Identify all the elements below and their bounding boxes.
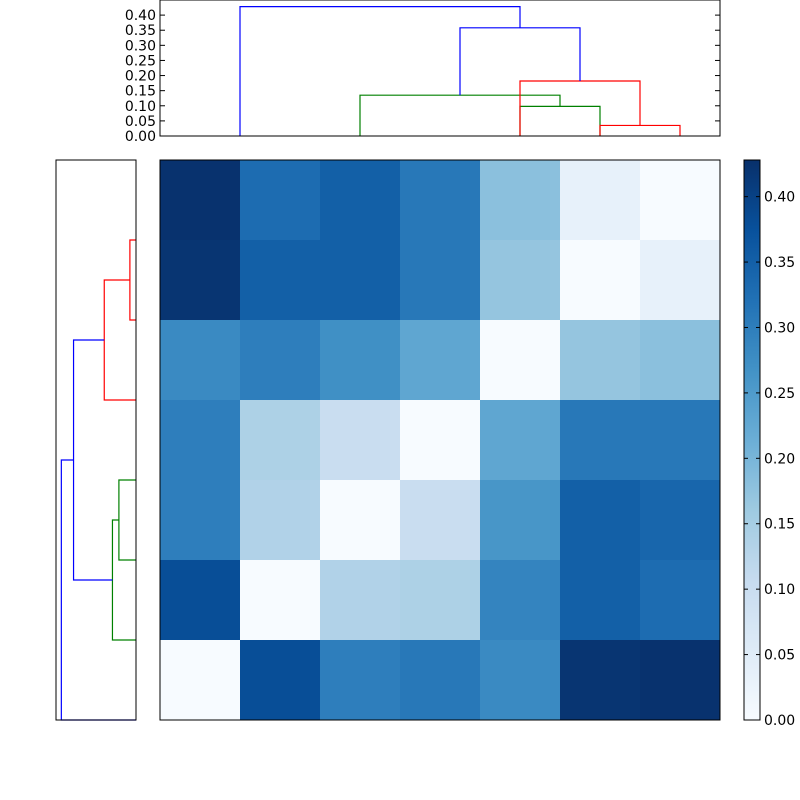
heatmap-cell — [320, 560, 400, 640]
colorbar-ticks: 0.00 0.05 0.10 0.15 0.20 0.25 0.30 0.35 0.40 — [744, 190, 795, 729]
heatmap-cell — [160, 400, 240, 480]
heatmap-cell — [240, 240, 320, 320]
colorbar-frame — [743, 159, 761, 721]
colorbar-tick-label: 0.25 — [764, 386, 795, 402]
heatmap-cell — [560, 160, 640, 240]
heatmap-cell — [160, 560, 240, 640]
heatmap-cell — [400, 240, 480, 320]
heatmap-cell — [560, 560, 640, 640]
colorbar-tick-label: 0.20 — [764, 451, 795, 467]
colorbar-tick-label: 0.05 — [764, 648, 795, 664]
heatmap-cell — [320, 640, 400, 720]
heatmap-cell — [320, 240, 400, 320]
top-dendrogram-tick-label: 0.15 — [125, 84, 156, 100]
heatmap-cell — [640, 160, 720, 240]
heatmap-frame — [159, 159, 721, 721]
top-dendrogram-link — [519, 105, 601, 136]
heatmap-cell — [400, 320, 480, 400]
colorbar-tick-label: 0.00 — [764, 713, 795, 729]
heatmap-cell — [480, 480, 560, 560]
left-dendrogram-link — [103, 279, 136, 401]
top-dendrogram-tick-label: 0.25 — [125, 53, 156, 69]
left-dendrogram — [55, 159, 137, 721]
heatmap-cell — [480, 640, 560, 720]
top-dendrogram-tick-label: 0.35 — [125, 23, 156, 39]
heatmap-cell — [320, 320, 400, 400]
heatmap-cell — [400, 160, 480, 240]
heatmap-cell — [240, 400, 320, 480]
left-dendrogram-links — [60, 239, 136, 721]
top-dendrogram-frame — [159, 0, 721, 137]
top-dendrogram-link — [359, 94, 561, 136]
colorbar-tick-label: 0.35 — [764, 255, 795, 271]
heatmap-cell — [240, 480, 320, 560]
heatmap — [159, 159, 721, 721]
heatmap-cell — [320, 160, 400, 240]
heatmap-cell — [640, 480, 720, 560]
top-dendrogram-link — [599, 124, 681, 136]
left-dendrogram-link — [129, 239, 136, 321]
colorbar: 0.00 0.05 0.10 0.15 0.20 0.25 0.30 0.35 0.40 — [743, 159, 795, 729]
left-dendrogram-link — [60, 459, 136, 721]
heatmap-cell — [160, 240, 240, 320]
left-dendrogram-link — [72, 339, 113, 581]
colorbar-gradient — [744, 160, 760, 720]
top-dendrogram-tick-label: 0.00 — [125, 129, 156, 145]
heatmap-cell — [480, 560, 560, 640]
top-dendrogram-link — [239, 6, 521, 136]
top-dendrogram-y-ticks: 0.000.050.100.150.200.250.300.350.40 — [125, 8, 720, 145]
heatmap-cell — [240, 320, 320, 400]
heatmap-cell — [480, 320, 560, 400]
heatmap-cell — [480, 240, 560, 320]
heatmap-cell — [160, 640, 240, 720]
top-dendrogram-tick-label: 0.05 — [125, 114, 156, 130]
heatmap-cell — [640, 240, 720, 320]
heatmap-cell — [400, 400, 480, 480]
heatmap-cell — [240, 160, 320, 240]
heatmap-cell — [640, 640, 720, 720]
heatmap-cell — [160, 480, 240, 560]
heatmap-cell — [320, 480, 400, 560]
top-dendrogram-link — [519, 80, 641, 136]
colorbar-tick-label: 0.40 — [764, 190, 795, 206]
top-dendrogram-tick-label: 0.10 — [125, 99, 156, 115]
top-dendrogram-tick-label: 0.20 — [125, 69, 156, 85]
colorbar-tick-label: 0.10 — [764, 582, 795, 598]
top-dendrogram-links — [239, 6, 681, 136]
heatmap-cells — [160, 160, 720, 720]
heatmap-cell — [400, 560, 480, 640]
heatmap-cell — [400, 480, 480, 560]
heatmap-cell — [560, 240, 640, 320]
heatmap-cell — [640, 560, 720, 640]
top-dendrogram-tick-label: 0.40 — [125, 8, 156, 24]
heatmap-cell — [240, 640, 320, 720]
colorbar-tick-label: 0.15 — [764, 517, 795, 533]
heatmap-cell — [400, 640, 480, 720]
heatmap-cell — [560, 640, 640, 720]
left-dendrogram-link — [118, 479, 136, 561]
heatmap-cell — [320, 400, 400, 480]
top-dendrogram-tick-label: 0.30 — [125, 38, 156, 54]
heatmap-cell — [640, 400, 720, 480]
heatmap-cell — [160, 320, 240, 400]
left-dendrogram-link — [111, 519, 136, 641]
colorbar-tick-label: 0.30 — [764, 320, 795, 336]
heatmap-cell — [480, 400, 560, 480]
left-dendrogram-frame — [55, 159, 137, 721]
heatmap-cell — [640, 320, 720, 400]
heatmap-cell — [240, 560, 320, 640]
heatmap-cell — [560, 400, 640, 480]
heatmap-cell — [160, 160, 240, 240]
heatmap-cell — [480, 160, 560, 240]
heatmap-cell — [560, 320, 640, 400]
top-dendrogram: 0.000.050.100.150.200.250.300.350.40 — [125, 0, 721, 145]
heatmap-cell — [560, 480, 640, 560]
